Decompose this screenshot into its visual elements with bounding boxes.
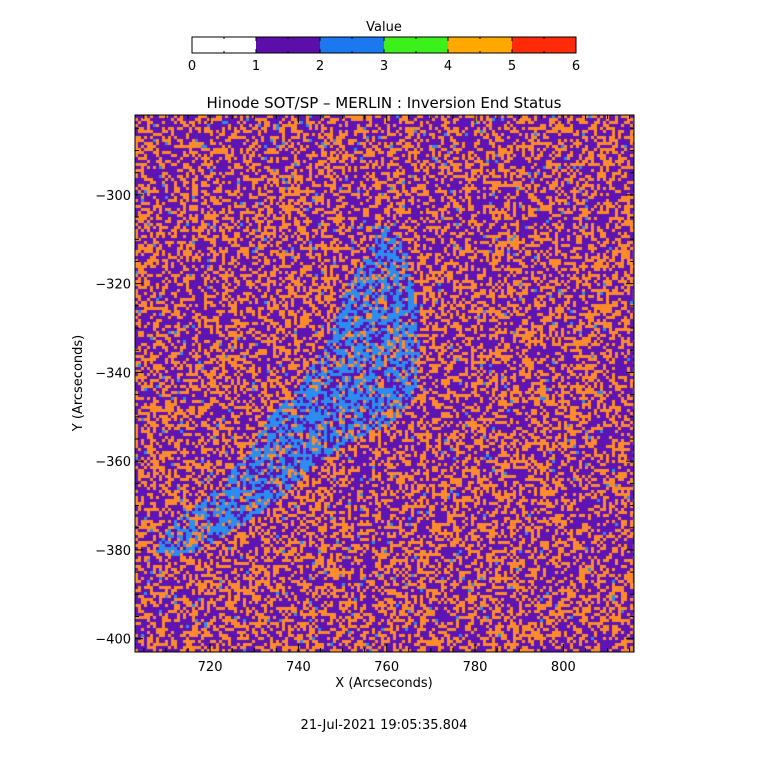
colorbar [192, 37, 576, 53]
colorbar-bin-5 [512, 37, 576, 53]
colorbar-bin-4 [448, 37, 512, 53]
y-tick-label: −400 [95, 633, 131, 648]
x-tick-label: 720 [198, 660, 223, 675]
colorbar-ticks: 0 1 2 3 4 5 6 [188, 37, 580, 74]
y-tick-label: −320 [95, 278, 131, 293]
y-axis: −300 −320 −340 −360 −380 −400 [95, 127, 634, 648]
heatmap-image [135, 115, 634, 652]
colorbar-bin-1 [256, 37, 320, 53]
x-tick-label: 740 [286, 660, 311, 675]
colorbar-tick-label: 5 [508, 59, 516, 74]
heatmap-cells [135, 115, 634, 652]
timestamp: 21-Jul-2021 19:05:35.804 [301, 718, 468, 733]
colorbar-tick-label: 4 [444, 59, 452, 74]
colorbar-bin-3 [384, 37, 448, 53]
x-axis-label: X (Arcseconds) [335, 676, 432, 691]
colorbar-title: Value [366, 20, 402, 35]
y-tick-label: −340 [95, 366, 131, 381]
y-tick-label: −360 [95, 455, 131, 470]
y-tick-label: −300 [95, 189, 131, 204]
x-axis: 720 740 760 780 800 [143, 115, 631, 675]
colorbar-tick-label: 3 [380, 59, 388, 74]
colorbar-tick-label: 1 [252, 59, 260, 74]
y-tick-label: −380 [95, 544, 131, 559]
x-tick-label: 760 [374, 660, 399, 675]
y-axis-label: Y (Arcseconds) [71, 335, 86, 432]
colorbar-bin-0 [192, 37, 256, 53]
colorbar-tick-label: 6 [572, 59, 580, 74]
colorbar-tick-label: 2 [316, 59, 324, 74]
plot-frame [134, 114, 635, 653]
colorbar-bin-2 [320, 37, 384, 53]
x-tick-label: 780 [463, 660, 488, 675]
colorbar-tick-label: 0 [188, 59, 196, 74]
chart-title: Hinode SOT/SP – MERLIN : Inversion End S… [207, 94, 562, 112]
x-tick-label: 800 [551, 660, 576, 675]
